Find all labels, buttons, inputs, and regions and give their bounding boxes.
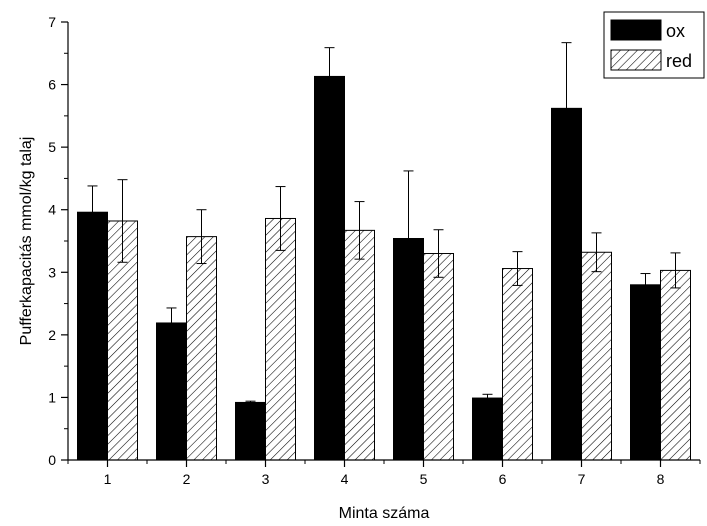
y-axis-ticks: 0 1 2 3 4 5 6 7 xyxy=(48,14,68,468)
error-bar-red-2 xyxy=(196,209,207,265)
legend-swatch-red xyxy=(610,49,662,71)
error-bar-ox-3 xyxy=(245,400,256,405)
y-tick-label-1: 1 xyxy=(48,389,56,405)
x-tick-label-4: 4 xyxy=(341,471,349,487)
bar-red-8 xyxy=(660,269,691,461)
bar-ox-8 xyxy=(630,284,661,461)
legend: ox red xyxy=(603,11,705,79)
bar-ox-1 xyxy=(77,211,108,461)
y-tick-label-5: 5 xyxy=(48,139,56,155)
error-bar-red-6 xyxy=(512,251,523,286)
error-bar-red-8 xyxy=(670,252,681,289)
bars-layer xyxy=(77,75,691,461)
x-tick-label-2: 2 xyxy=(183,471,191,487)
bar-red-5 xyxy=(423,253,454,461)
x-tick-label-8: 8 xyxy=(657,471,665,487)
error-bars-layer xyxy=(87,42,681,405)
bar-red-7 xyxy=(581,251,612,461)
error-bar-ox-5 xyxy=(403,170,414,307)
bar-red-2 xyxy=(186,236,217,461)
x-tick-label-1: 1 xyxy=(104,471,112,487)
error-bar-red-4 xyxy=(354,201,365,260)
error-bar-red-3 xyxy=(275,186,286,251)
y-tick-label-6: 6 xyxy=(48,77,56,93)
error-bar-ox-4 xyxy=(324,47,335,106)
error-bar-red-7 xyxy=(591,232,602,273)
x-tick-label-7: 7 xyxy=(578,471,586,487)
error-bar-red-5 xyxy=(433,229,444,278)
legend-label-red: red xyxy=(666,51,692,71)
x-tick-label-6: 6 xyxy=(499,471,507,487)
x-axis-ticks: 1 2 3 4 5 6 7 8 xyxy=(67,460,701,487)
y-axis-title: Pufferkapacitás mmol/kg talaj xyxy=(18,137,35,346)
y-tick-label-7: 7 xyxy=(48,14,56,30)
y-tick-label-3: 3 xyxy=(48,264,56,280)
bar-red-6 xyxy=(502,268,533,461)
legend-swatch-ox xyxy=(610,19,662,41)
error-bar-ox-6 xyxy=(482,393,493,403)
y-tick-label-2: 2 xyxy=(48,327,56,343)
error-bar-red-1 xyxy=(117,179,128,263)
y-tick-label-0: 0 xyxy=(48,452,56,468)
error-bar-ox-1 xyxy=(87,185,98,239)
bar-red-4 xyxy=(344,229,375,461)
bar-ox-2 xyxy=(156,322,187,461)
error-bar-ox-8 xyxy=(640,273,651,297)
x-tick-label-3: 3 xyxy=(262,471,270,487)
bar-ox-3 xyxy=(235,401,266,461)
x-tick-label-5: 5 xyxy=(420,471,428,487)
error-bar-ox-7 xyxy=(561,42,572,175)
bar-ox-4 xyxy=(314,75,345,461)
error-bar-ox-2 xyxy=(166,307,177,339)
x-axis-title: Minta száma xyxy=(339,505,430,522)
bar-red-3 xyxy=(265,217,296,461)
y-tick-label-4: 4 xyxy=(48,202,56,218)
bar-ox-6 xyxy=(472,397,503,461)
legend-label-ox: ox xyxy=(666,21,685,41)
